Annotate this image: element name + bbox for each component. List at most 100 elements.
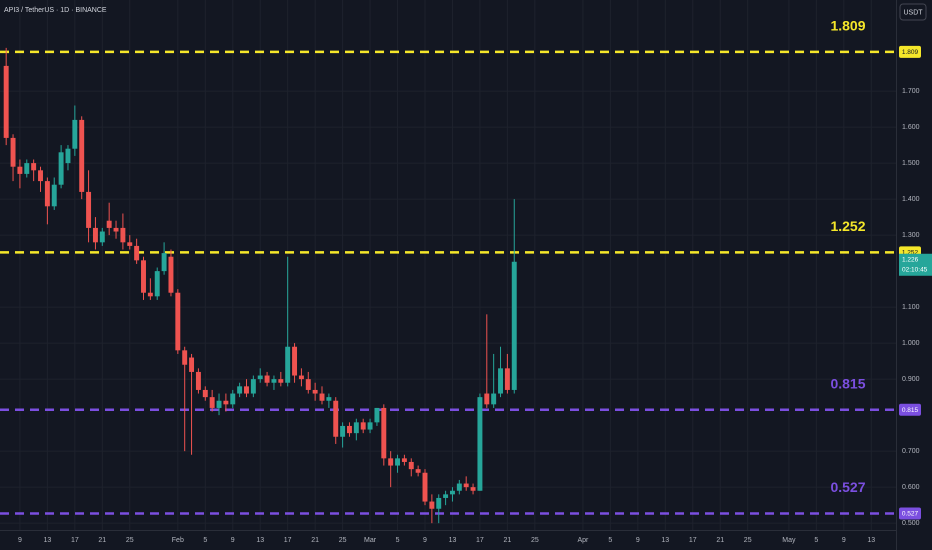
- x-tick-label: 13: [661, 537, 669, 544]
- candle-body: [141, 260, 146, 293]
- y-tick-label: 0.600: [902, 484, 920, 491]
- candle-body: [120, 227, 126, 243]
- levels: 1.809 1.252 0.815 0.527: [0, 18, 896, 515]
- candle-body: [367, 422, 373, 430]
- x-tick-label: Mar: [364, 537, 377, 544]
- level-badge: [899, 403, 921, 416]
- x-tick-label: 25: [339, 537, 347, 544]
- x-tick-label: 25: [531, 537, 539, 544]
- x-tick-label: 17: [71, 537, 79, 544]
- candle-body: [189, 357, 195, 372]
- candle-body: [443, 494, 449, 498]
- candle-body: [44, 181, 50, 207]
- candle-body: [58, 152, 64, 185]
- candle-body: [113, 227, 119, 232]
- candle-body: [326, 397, 332, 401]
- level-label: 0.527: [830, 479, 865, 495]
- candle-body: [401, 458, 407, 462]
- grid: [0, 0, 896, 530]
- x-tick-label: 9: [842, 537, 846, 544]
- candle-body: [230, 393, 236, 405]
- x-tick-label: Apr: [577, 537, 589, 544]
- x-tick-label: 21: [98, 537, 106, 544]
- candle-body: [484, 393, 490, 405]
- candle-body: [223, 400, 229, 405]
- candle-body: [202, 389, 208, 398]
- x-tick-label: 21: [311, 537, 319, 544]
- x-tick-label: 5: [203, 537, 207, 544]
- level-badge: [899, 507, 921, 520]
- candle-body: [477, 397, 483, 491]
- candle-body: [154, 271, 160, 297]
- x-tick-label: 25: [744, 537, 752, 544]
- candle-body: [319, 393, 325, 401]
- candle-body: [86, 191, 92, 228]
- x-tick-label: 13: [43, 537, 51, 544]
- last-price-label: 1.226: [902, 256, 919, 263]
- candle-body: [51, 184, 57, 207]
- y-tick-label: 1.400: [902, 196, 920, 203]
- candle-body: [470, 487, 476, 491]
- x-tick-label: 21: [503, 537, 511, 544]
- y-tick-label: 0.700: [902, 448, 920, 455]
- level-badge-label: 1.809: [902, 49, 919, 56]
- level-label: 0.815: [830, 375, 865, 391]
- candle-body: [31, 163, 37, 171]
- candle-body: [209, 397, 215, 408]
- candle-body: [182, 350, 188, 365]
- currency-button-label[interactable]: USDT: [903, 9, 923, 16]
- x-tick-label: 9: [18, 537, 22, 544]
- currency-button[interactable]: [899, 3, 927, 21]
- y-tick-label: 0.900: [902, 376, 920, 383]
- level-label: 1.809: [830, 18, 865, 34]
- candle-body: [161, 253, 167, 272]
- candle-body: [374, 407, 380, 423]
- candle-body: [340, 425, 346, 437]
- candle-body: [3, 65, 9, 138]
- candle-body: [395, 458, 401, 466]
- countdown-label: 02:10:45: [902, 266, 928, 273]
- x-tick-label: 13: [867, 537, 875, 544]
- candle-body: [298, 375, 304, 380]
- x-tick-label: 9: [636, 537, 640, 544]
- x-tick-label: 9: [423, 537, 427, 544]
- candle-body: [216, 400, 222, 408]
- candle-body: [388, 458, 394, 466]
- candle-body: [429, 501, 435, 509]
- candle-body: [436, 497, 442, 509]
- y-tick-label: 1.100: [902, 304, 920, 311]
- y-tick-label: 1.600: [902, 124, 920, 131]
- candle-body: [24, 163, 30, 174]
- candle-body: [17, 166, 23, 174]
- candles: [3, 47, 517, 524]
- x-tick-label: 17: [284, 537, 292, 544]
- candle-body: [257, 375, 263, 380]
- candle-body: [333, 400, 339, 437]
- y-tick-label: 1.500: [902, 160, 920, 167]
- candle-body: [381, 407, 387, 459]
- candle-body: [422, 472, 428, 502]
- candle-body: [147, 292, 153, 297]
- candle-body: [65, 148, 71, 164]
- candle-body: [250, 379, 256, 394]
- candle-body: [175, 292, 181, 351]
- level-badge-label: 1.252: [902, 250, 919, 257]
- level-badge: [899, 45, 921, 58]
- candle-body: [106, 220, 112, 228]
- y-tick-label: 1.300: [902, 232, 920, 239]
- candle-body: [127, 242, 133, 246]
- last-price-badge: [899, 253, 932, 276]
- x-tick-label: 13: [256, 537, 264, 544]
- x-tick-label: 9: [231, 537, 235, 544]
- level-badge-label: 0.815: [902, 407, 919, 414]
- candle-body: [463, 483, 469, 488]
- level-badge-label: 0.527: [902, 511, 919, 518]
- x-tick-label: 5: [396, 537, 400, 544]
- x-tick-label: 5: [608, 537, 612, 544]
- candle-body: [353, 422, 359, 434]
- candle-body: [312, 389, 318, 394]
- candle-body: [347, 425, 352, 434]
- y-tick-label: 1.000: [902, 340, 920, 347]
- candle-body: [264, 375, 270, 383]
